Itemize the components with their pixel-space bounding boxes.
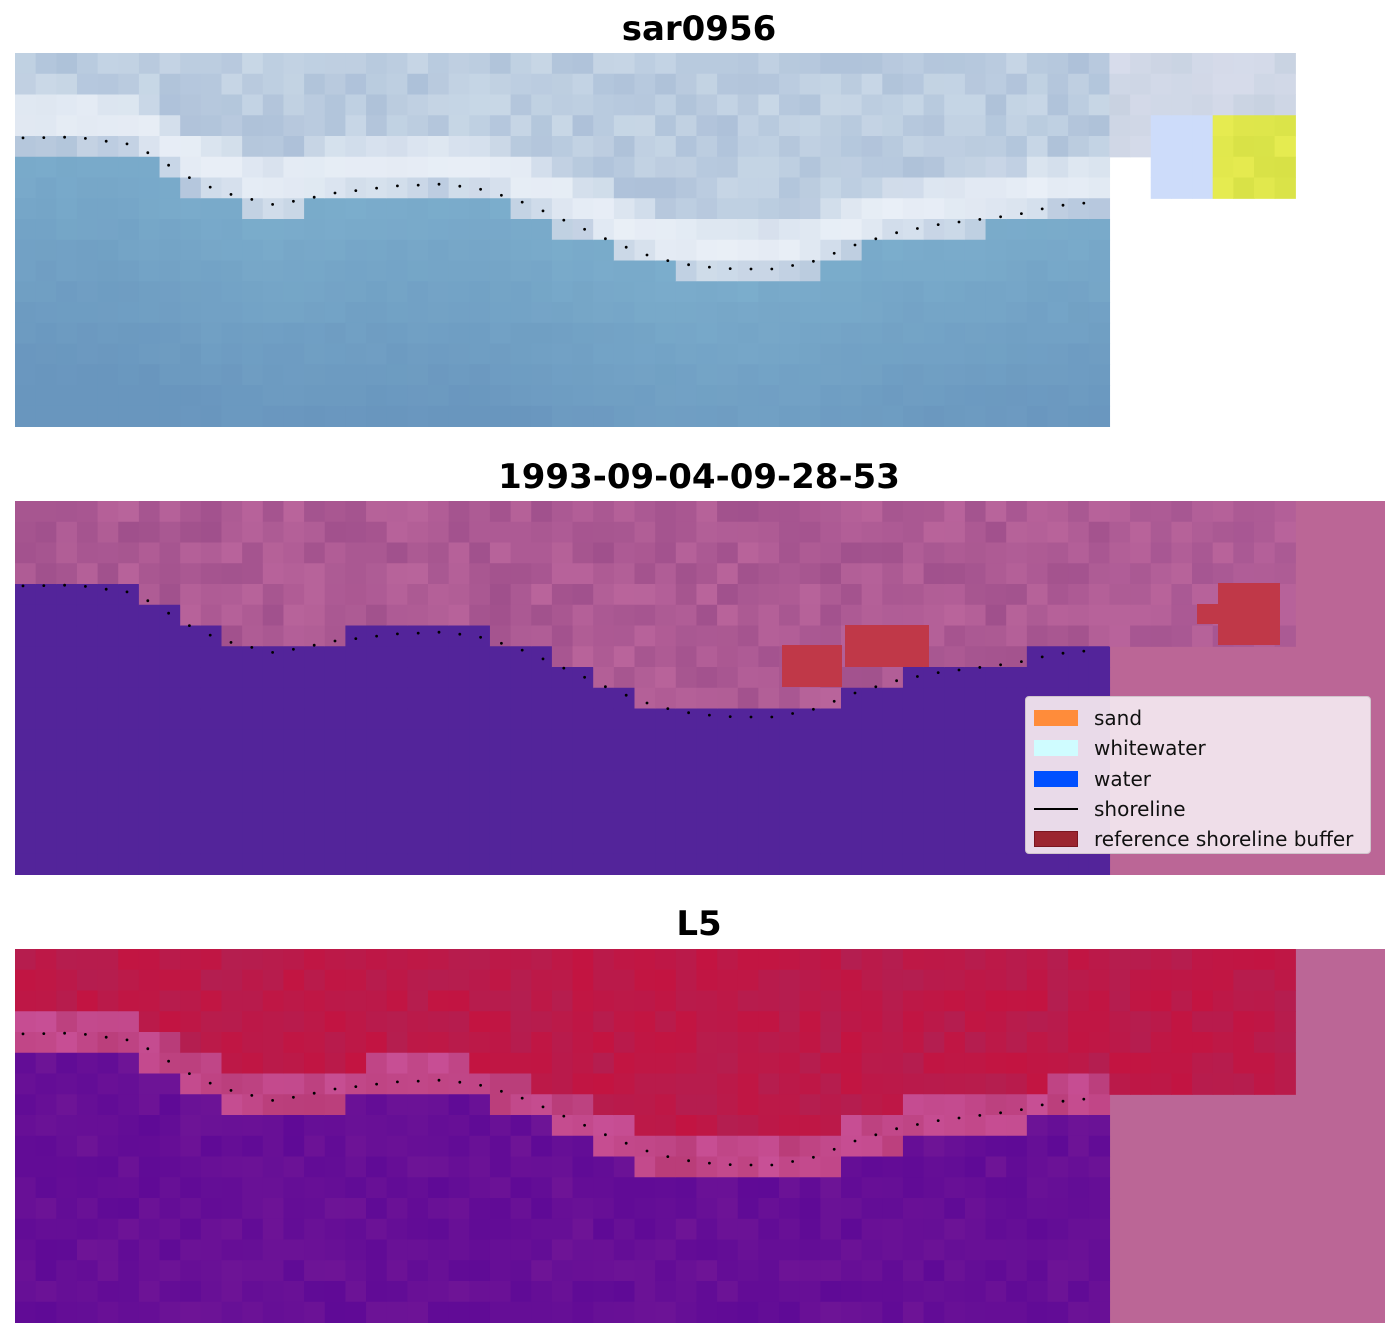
whitewater-swatch <box>1034 740 1078 757</box>
shoreline-line-icon <box>1034 808 1078 811</box>
legend-item-whitewater: whitewater <box>1034 733 1362 763</box>
shoreline-dots <box>21 583 1086 719</box>
legend-label: shoreline <box>1094 797 1186 822</box>
buffer-swatch <box>1034 831 1078 848</box>
panel-title-date: 1993-09-04-09-28-53 <box>498 457 900 497</box>
rgb-image-panel <box>15 53 1385 427</box>
legend-label: reference shoreline buffer <box>1094 827 1354 852</box>
legend-label: sand <box>1094 706 1143 731</box>
panel-title-sar: sar0956 <box>621 9 777 49</box>
legend-item-buffer: reference shoreline buffer <box>1034 824 1362 854</box>
legend-item-shoreline: shoreline <box>1034 794 1362 824</box>
sand-swatch <box>1034 710 1078 727</box>
legend-item-sand: sand <box>1034 703 1362 733</box>
index-map-image <box>15 949 1385 1323</box>
legend-item-water: water <box>1034 764 1362 794</box>
water-swatch <box>1034 770 1078 787</box>
legend: sand whitewater water shoreline referenc… <box>1025 696 1371 854</box>
rgb-image <box>15 53 1296 427</box>
legend-label: water <box>1094 766 1151 791</box>
shoreline-dots <box>21 135 1086 271</box>
panel-title-l5: L5 <box>676 904 722 944</box>
index-map-panel <box>15 949 1385 1323</box>
legend-label: whitewater <box>1094 736 1206 761</box>
shoreline-dots <box>21 1031 1086 1167</box>
